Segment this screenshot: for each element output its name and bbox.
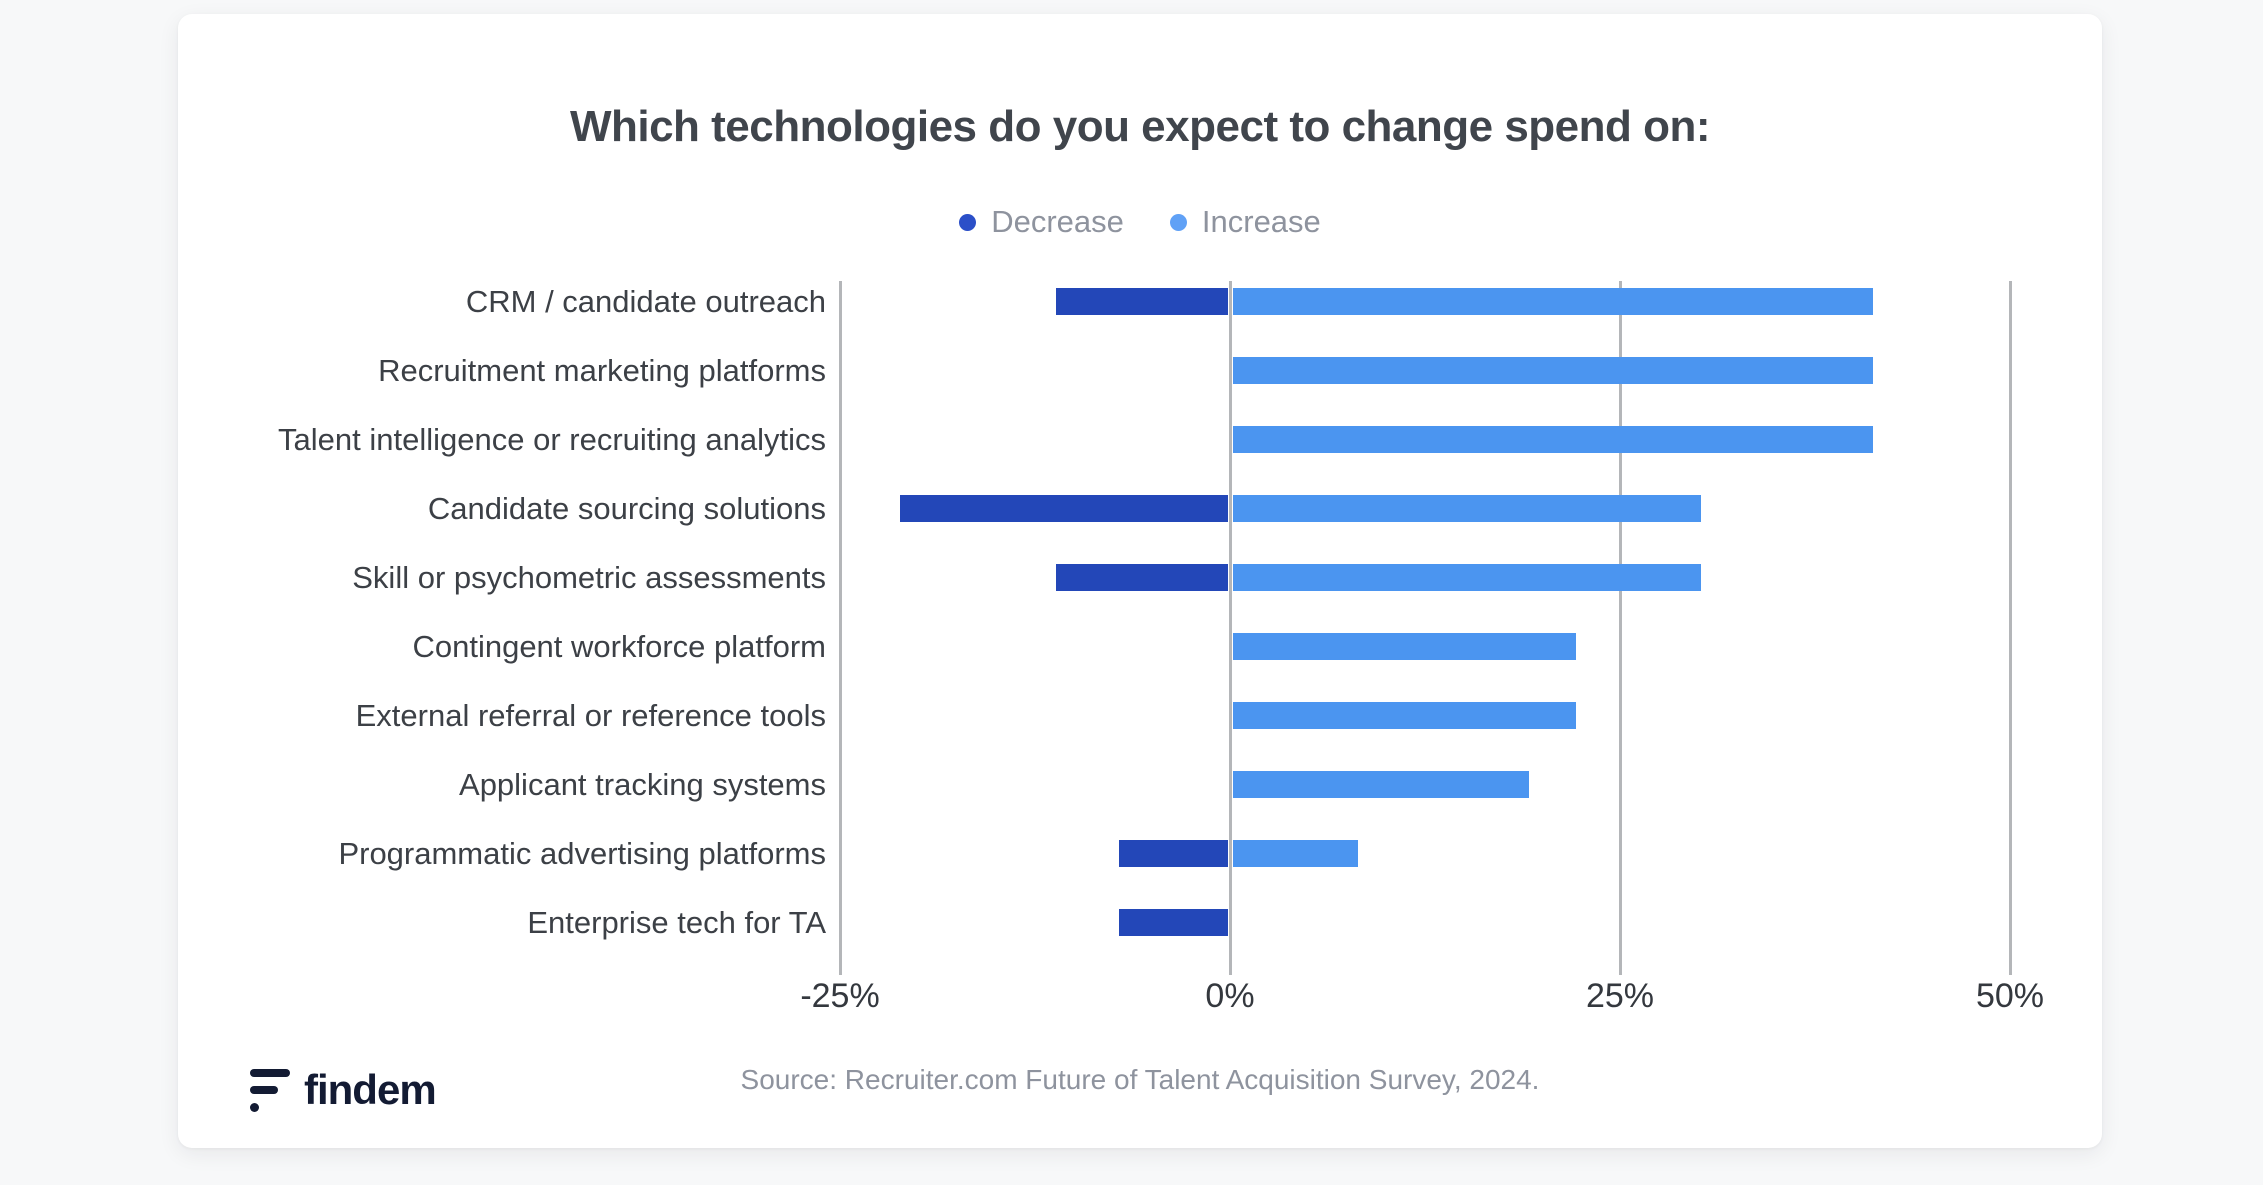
x-axis-tick: 50% [1975, 977, 2045, 1015]
category-label: Recruitment marketing platforms [378, 352, 826, 388]
category-label: CRM / candidate outreach [465, 283, 826, 319]
category-label: Candidate sourcing solutions [427, 490, 826, 526]
chart-rows: CRM / candidate outreach Recruitment mark… [178, 267, 2102, 957]
decrease-bar [1118, 909, 1228, 936]
legend-item-decrease: Decrease [959, 204, 1124, 240]
decrease-bar [900, 495, 1228, 522]
increase-bar [1233, 633, 1577, 660]
gridline [2009, 281, 2012, 975]
increase-bar [1233, 702, 1577, 729]
category-label: Enterprise tech for TA [527, 904, 826, 940]
increase-bar [1233, 426, 1873, 453]
gridline [1619, 281, 1622, 975]
x-axis: -25% 0% 25% 50% [178, 977, 2102, 1023]
findem-logo-text: findem [304, 1066, 437, 1113]
increase-bar [1233, 495, 1701, 522]
legend-item-increase: Increase [1169, 204, 1321, 240]
findem-logo-icon [250, 1066, 290, 1114]
chart-card: Which technologies do you expect to chan… [178, 14, 2102, 1148]
chart-row: Programmatic advertising platforms [178, 819, 2102, 888]
chart-title: Which technologies do you expect to chan… [569, 102, 1711, 151]
category-label: Skill or psychometric assessments [352, 559, 826, 595]
x-axis-tick: 0% [1205, 977, 1255, 1015]
legend: Decrease Increase [178, 204, 2102, 240]
decrease-bar [1056, 564, 1228, 591]
chart-row: Skill or psychometric assessments [178, 543, 2102, 612]
chart-row: CRM / candidate outreach [178, 267, 2102, 336]
increase-bar [1233, 288, 1873, 315]
gridline [1229, 281, 1232, 975]
chart-row: Contingent workforce platform [178, 612, 2102, 681]
chart-row: Enterprise tech for TA [178, 888, 2102, 957]
decrease-bar [1056, 288, 1228, 315]
chart-row: External referral or reference tools [178, 681, 2102, 750]
category-label: Talent intelligence or recruiting analyt… [278, 421, 826, 457]
increase-bar [1233, 771, 1530, 798]
chart-row: Candidate sourcing solutions [178, 474, 2102, 543]
increase-bar [1233, 564, 1701, 591]
increase-bar [1233, 357, 1873, 384]
x-axis-tick: -25% [800, 977, 880, 1015]
legend-label-increase: Increase [1201, 204, 1321, 239]
increase-dot-icon [1169, 213, 1187, 231]
category-label: Contingent workforce platform [412, 628, 826, 664]
chart-row: Talent intelligence or recruiting analyt… [178, 405, 2102, 474]
source-note: Source: Recruiter.com Future of Talent A… [740, 1064, 1540, 1095]
chart-row: Applicant tracking systems [178, 750, 2102, 819]
chart-row: Recruitment marketing platforms [178, 336, 2102, 405]
legend-label-decrease: Decrease [991, 204, 1124, 239]
bar-chart: CRM / candidate outreach Recruitment mark… [178, 267, 2102, 975]
category-label: Programmatic advertising platforms [338, 835, 826, 871]
decrease-bar [1118, 840, 1228, 867]
increase-bar [1233, 840, 1358, 867]
gridline [839, 281, 842, 975]
findem-logo: findem [250, 1066, 437, 1114]
category-label: External referral or reference tools [355, 697, 826, 733]
x-axis-tick: 25% [1585, 977, 1655, 1015]
category-label: Applicant tracking systems [459, 766, 826, 802]
decrease-dot-icon [959, 213, 977, 231]
